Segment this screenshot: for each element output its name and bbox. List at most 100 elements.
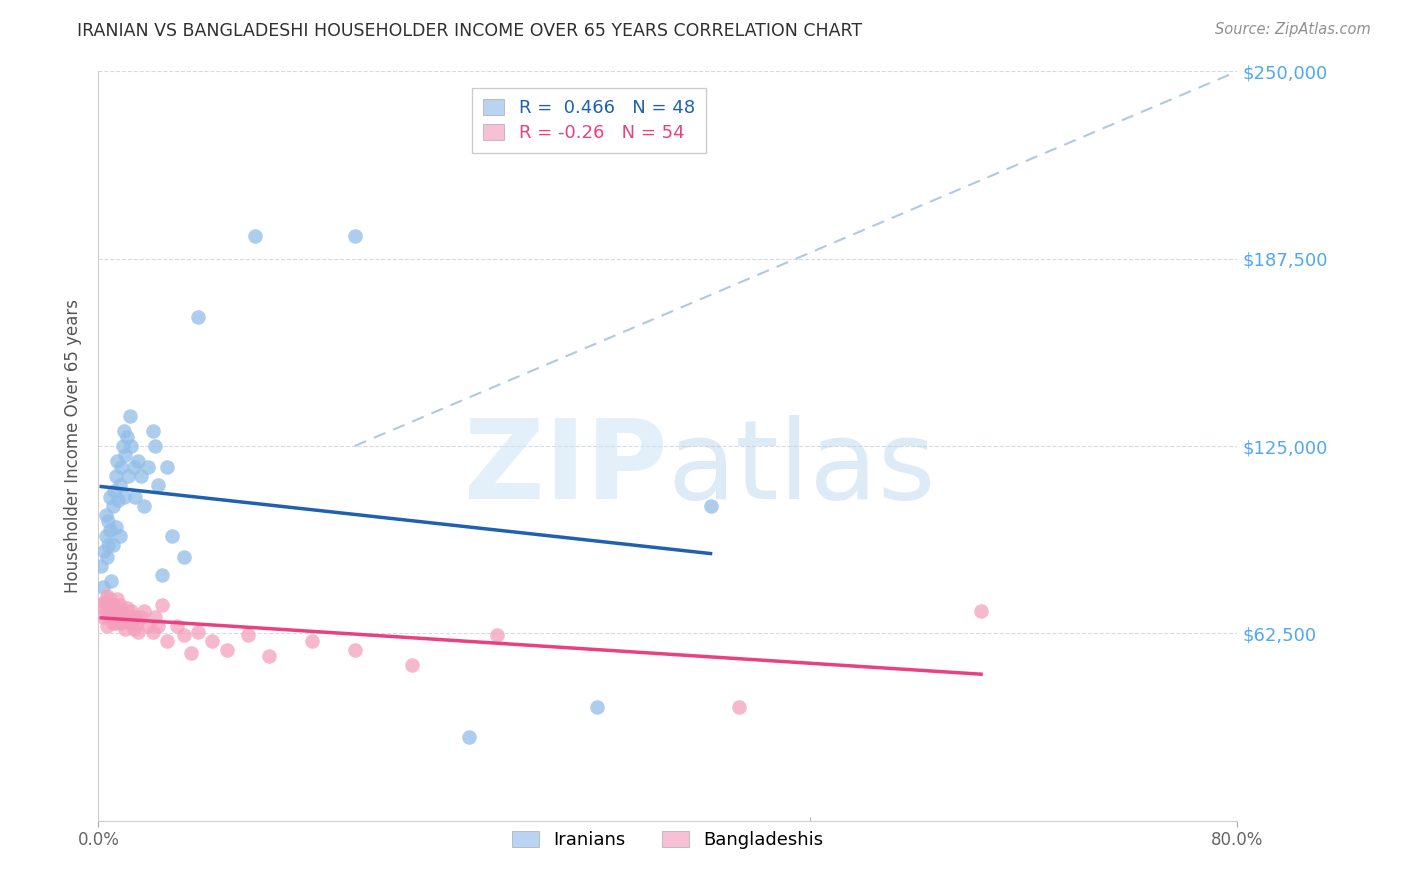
- Point: [156, 633, 179, 648]
- Point: [125, 615, 148, 630]
- Point: [96, 549, 118, 564]
- Point: [117, 610, 139, 624]
- Point: [259, 648, 281, 663]
- Point: [728, 699, 751, 714]
- Point: [112, 490, 135, 504]
- Point: [107, 604, 129, 618]
- Point: [118, 615, 141, 630]
- Point: [98, 591, 121, 606]
- Point: [91, 610, 114, 624]
- Point: [136, 460, 159, 475]
- Point: [401, 657, 423, 672]
- Point: [343, 229, 366, 244]
- Point: [108, 478, 131, 492]
- Point: [90, 558, 112, 573]
- Point: [98, 610, 121, 624]
- Point: [97, 598, 120, 612]
- Point: [108, 610, 131, 624]
- Point: [699, 499, 721, 513]
- Point: [148, 619, 170, 633]
- Point: [90, 598, 112, 612]
- Point: [104, 615, 127, 630]
- Text: atlas: atlas: [668, 415, 936, 522]
- Point: [187, 624, 209, 639]
- Point: [141, 624, 163, 639]
- Point: [111, 604, 134, 618]
- Point: [93, 544, 115, 558]
- Point: [129, 610, 152, 624]
- Point: [105, 591, 128, 606]
- Point: [105, 454, 128, 468]
- Point: [152, 598, 174, 612]
- Point: [236, 628, 259, 642]
- Point: [100, 604, 122, 618]
- Point: [173, 549, 195, 564]
- Point: [152, 567, 174, 582]
- Point: [141, 424, 163, 438]
- Text: ZIP: ZIP: [464, 415, 668, 522]
- Point: [97, 538, 120, 552]
- Point: [301, 633, 323, 648]
- Point: [136, 619, 159, 633]
- Text: IRANIAN VS BANGLADESHI HOUSEHOLDER INCOME OVER 65 YEARS CORRELATION CHART: IRANIAN VS BANGLADESHI HOUSEHOLDER INCOM…: [77, 22, 862, 40]
- Point: [100, 574, 122, 588]
- Point: [104, 600, 127, 615]
- Point: [108, 529, 131, 543]
- Point: [91, 580, 114, 594]
- Point: [107, 492, 129, 507]
- Point: [122, 622, 145, 636]
- Point: [101, 615, 124, 630]
- Point: [166, 619, 188, 633]
- Point: [243, 229, 266, 244]
- Point: [145, 439, 167, 453]
- Legend: Iranians, Bangladeshis: Iranians, Bangladeshis: [505, 824, 831, 856]
- Point: [120, 604, 142, 618]
- Point: [98, 490, 121, 504]
- Point: [101, 598, 124, 612]
- Text: Source: ZipAtlas.com: Source: ZipAtlas.com: [1215, 22, 1371, 37]
- Point: [114, 622, 136, 636]
- Point: [97, 514, 120, 528]
- Point: [156, 460, 179, 475]
- Point: [127, 624, 149, 639]
- Y-axis label: Householder Income Over 65 years: Householder Income Over 65 years: [65, 299, 83, 593]
- Point: [112, 610, 135, 624]
- Point: [98, 523, 121, 537]
- Point: [118, 409, 141, 423]
- Point: [120, 439, 142, 453]
- Point: [124, 490, 146, 504]
- Point: [101, 538, 124, 552]
- Point: [180, 646, 202, 660]
- Point: [132, 604, 155, 618]
- Point: [96, 619, 118, 633]
- Point: [457, 730, 479, 744]
- Point: [162, 529, 184, 543]
- Point: [114, 448, 136, 462]
- Point: [104, 520, 127, 534]
- Point: [104, 469, 127, 483]
- Point: [117, 469, 139, 483]
- Point: [122, 460, 145, 475]
- Point: [343, 642, 366, 657]
- Point: [115, 430, 138, 444]
- Point: [94, 508, 117, 522]
- Point: [129, 469, 152, 483]
- Point: [127, 454, 149, 468]
- Point: [96, 589, 118, 603]
- Point: [173, 628, 195, 642]
- Point: [110, 460, 132, 475]
- Point: [201, 633, 224, 648]
- Point: [101, 499, 124, 513]
- Point: [110, 615, 132, 630]
- Point: [486, 628, 509, 642]
- Point: [103, 610, 125, 624]
- Point: [145, 610, 167, 624]
- Point: [215, 642, 238, 657]
- Point: [121, 610, 143, 624]
- Point: [94, 529, 117, 543]
- Point: [585, 699, 607, 714]
- Point: [187, 310, 209, 325]
- Point: [93, 595, 115, 609]
- Point: [103, 483, 125, 498]
- Point: [115, 600, 138, 615]
